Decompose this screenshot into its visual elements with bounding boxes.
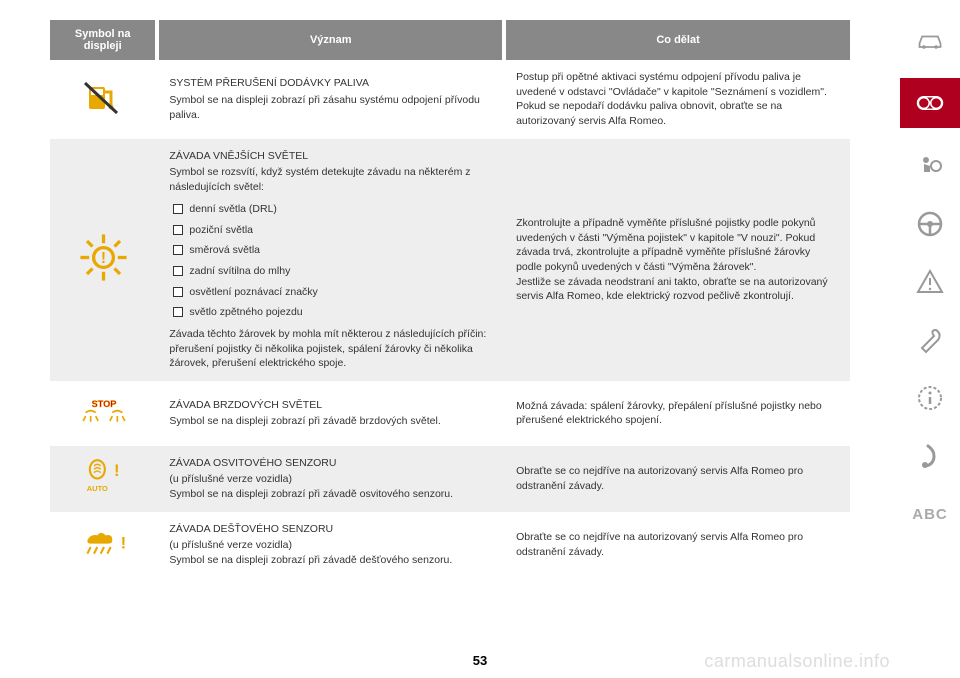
meaning-body: Symbol se na displeji zobrazí při zásahu… [169,94,480,121]
action-cell: Možná závada: spálení žárovky, přepálení… [504,381,850,446]
svg-text:!: ! [120,534,126,553]
table-row: ! AUTO ZÁVADA OSVITOVÉHO SENZORU (u přís… [50,446,850,512]
action-cell: Postup při opětné aktivaci systému odpoj… [504,60,850,139]
list-item: světlo zpětného pojezdu [173,302,492,323]
airbag-icon[interactable] [910,146,950,186]
symbol-cell: ! AUTO [50,446,157,512]
watermark: carmanualsonline.info [704,651,890,672]
abc-icon[interactable]: ABC [910,494,950,534]
warning-icon[interactable] [910,262,950,302]
meaning-body: Symbol se na displeji zobrazí při závadě… [169,554,452,566]
sidebar: ABC [900,0,960,678]
symbol-cell: ! [50,512,157,578]
car-icon[interactable] [910,20,950,60]
meaning-outro: Závada těchto žárovek by mohla mít někte… [169,328,486,369]
meaning-title: ZÁVADA DEŠŤOVÉHO SENZORU [169,522,492,537]
svg-text:AUTO: AUTO [86,484,107,493]
action-cell: Zkontrolujte a případně vyměňte příslušn… [504,139,850,381]
action-cell: Obraťte se co nejdříve na autorizovaný s… [504,446,850,512]
brake-lights-icon: STOP [79,391,129,431]
table-row: SYSTÉM PŘERUŠENÍ DODÁVKY PALIVA Symbol s… [50,60,850,139]
svg-text:!: ! [114,461,120,480]
list-item: osvětlení poznávací značky [173,282,492,303]
symbol-cell [50,60,157,139]
action-cell: Obraťte se co nejdříve na autorizovaný s… [504,512,850,578]
meaning-body: Symbol se na displeji zobrazí při závadě… [169,488,453,500]
meaning-title: SYSTÉM PŘERUŠENÍ DODÁVKY PALIVA [169,76,492,91]
header-symbol: Symbol na displeji [50,20,157,60]
table-row: ! ZÁVADA DEŠŤOVÉHO SENZORU (u příslušné … [50,512,850,578]
list-item: směrová světla [173,240,492,261]
page-content: Symbol na displeji Význam Co dělat SYSTÉ… [0,0,850,578]
header-meaning: Význam [157,20,504,60]
steering-icon[interactable] [910,204,950,244]
meaning-sub: (u příslušné verze vozidla) [169,539,292,551]
meaning-title: ZÁVADA VNĚJŠÍCH SVĚTEL [169,149,492,164]
table-row: STOP ZÁVADA BRZDOVÝCH SVĚTEL Symbol [50,381,850,446]
list-item: denní světla (DRL) [173,199,492,220]
dashboard-icon[interactable] [900,78,960,128]
exterior-lights-icon: ! [76,230,131,285]
dusk-sensor-icon: ! AUTO [79,456,129,496]
page-number: 53 [473,653,487,668]
meaning-cell: SYSTÉM PŘERUŠENÍ DODÁVKY PALIVA Symbol s… [157,60,504,139]
meaning-title: ZÁVADA OSVITOVÉHO SENZORU [169,456,492,471]
meaning-cell: ZÁVADA VNĚJŠÍCH SVĚTEL Symbol se rozsvít… [157,139,504,381]
meaning-cell: ZÁVADA DEŠŤOVÉHO SENZORU (u příslušné ve… [157,512,504,578]
symbol-cell: STOP [50,381,157,446]
meaning-intro: Symbol se rozsvítí, když systém detekujt… [169,166,470,193]
meaning-cell: ZÁVADA BRZDOVÝCH SVĚTEL Symbol se na dis… [157,381,504,446]
table-row: ! ZÁVADA VNĚJŠÍCH SVĚTEL Symbol se [50,139,850,381]
list-item: zadní svítilna do mlhy [173,261,492,282]
svg-text:!: ! [101,250,106,267]
svg-text:STOP: STOP [91,399,116,409]
rain-sensor-icon: ! [79,522,129,562]
header-action: Co dělat [504,20,850,60]
fuel-cutoff-icon [79,77,129,117]
meaning-title: ZÁVADA BRZDOVÝCH SVĚTEL [169,398,492,413]
music-icon[interactable] [910,436,950,476]
meaning-cell: ZÁVADA OSVITOVÉHO SENZORU (u příslušné v… [157,446,504,512]
list-item: poziční světla [173,220,492,241]
meaning-sub: (u příslušné verze vozidla) [169,473,292,485]
symbol-cell: ! [50,139,157,381]
table-header-row: Symbol na displeji Význam Co dělat [50,20,850,60]
info-icon[interactable] [910,378,950,418]
bullet-list: denní světla (DRL) poziční světla směrov… [169,195,492,327]
meaning-body: Symbol se na displeji zobrazí při závadě… [169,415,440,427]
symbols-table: Symbol na displeji Význam Co dělat SYSTÉ… [50,20,850,578]
wrench-icon[interactable] [910,320,950,360]
